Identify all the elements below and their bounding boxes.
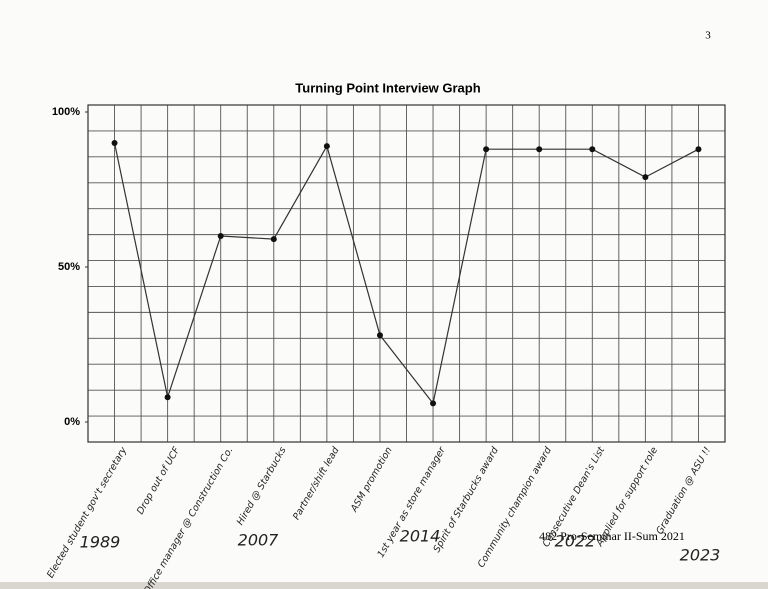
point: [270, 236, 277, 243]
point: [695, 146, 702, 153]
point: [323, 143, 330, 150]
chart-title: Turning Point Interview Graph: [295, 80, 480, 95]
plot-frame: [87, 104, 726, 443]
year-note: 2023: [680, 546, 721, 565]
point: [589, 146, 596, 153]
page-number: 3: [705, 30, 711, 42]
point: [376, 332, 383, 339]
point: [536, 146, 543, 153]
footer: 482 Pro-Seminar II-Sum 2021: [539, 529, 685, 543]
point: [642, 174, 649, 181]
year-note: 2007: [238, 531, 280, 550]
y-tick-label: 0%: [64, 416, 80, 428]
line: [113, 142, 699, 405]
year-note: 1989: [80, 533, 121, 552]
y-tick-label: 50%: [58, 261, 80, 273]
point: [430, 400, 437, 407]
year-note: 2014: [400, 527, 441, 546]
point: [217, 233, 224, 239]
point: [483, 146, 490, 153]
point: [111, 140, 118, 146]
y-tick-label: 100%: [52, 106, 80, 118]
point: [164, 394, 171, 401]
year-note: 2022: [555, 532, 596, 551]
